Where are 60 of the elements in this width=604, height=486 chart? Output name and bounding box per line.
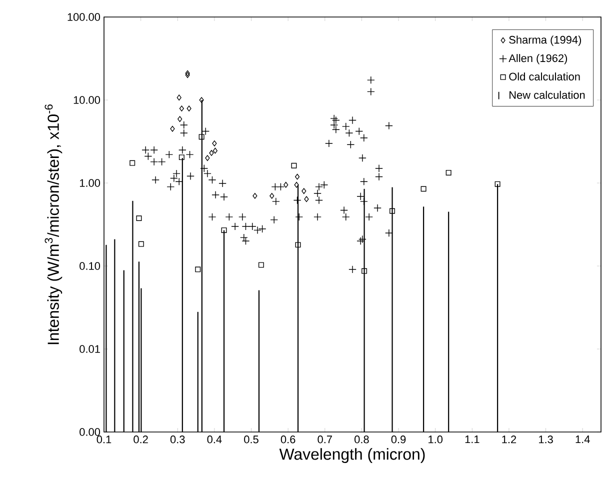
x-tick-label: 1.3 [538,436,553,444]
y-tick-label: 0.00 [80,428,100,436]
y-tick-label: 10.00 [74,96,100,104]
point [362,268,368,274]
point [284,182,288,188]
y-tick-label: 0.10 [80,262,100,270]
point [199,97,204,103]
x-tick-label: 0.8 [354,436,369,444]
y-tick-label: 1.00 [80,179,100,187]
point [176,94,182,101]
x-tick-label: 1.0 [428,436,443,444]
point [136,216,142,222]
legend-label: Sharma (1994) [509,36,582,46]
point [420,186,426,192]
x-tick-label: 1.1 [465,436,480,444]
point [209,150,214,156]
point [291,162,297,168]
x-tick-label: 0.9 [391,436,406,444]
legend-label: New calculation [510,90,585,99]
y-tick-label: 0.01 [80,345,100,353]
point [186,106,192,112]
x-tick-label: 0.7 [318,436,332,444]
x-axis-title: Wavelength (micron) [279,448,425,463]
x-tick-label: 0.6 [280,436,296,444]
legend-label: Old calculation [509,72,580,80]
point [178,154,184,160]
point [179,106,184,112]
point [212,140,217,146]
point [295,242,301,248]
y-tick-label: 100.00 [68,13,100,21]
point [494,181,500,187]
x-tick-label: 0.4 [207,436,222,444]
point [170,126,175,132]
point [138,241,144,247]
point [446,170,452,176]
x-tick-label: 0.3 [170,436,185,444]
point [294,182,299,188]
x-tick-label: 0.5 [244,436,258,444]
point [258,262,264,268]
point [185,70,190,76]
x-tick-label: 0.1 [96,436,112,444]
point [221,227,227,233]
point [294,174,300,180]
point [178,116,182,122]
point [195,266,201,272]
point [212,148,218,154]
point [302,188,306,194]
point [270,192,274,199]
x-tick-label: 1.4 [576,436,590,444]
point [252,192,258,199]
point [304,196,309,202]
legend-label: Allen (1962) [508,54,568,64]
point [185,72,190,78]
point [130,160,136,166]
point [198,134,204,140]
x-tick-label: 1.2 [502,436,516,444]
y-axis-title: Intensity (W/m$^{3}$/micron/ster), x10$^{-6}$ [44,104,62,344]
point [205,155,210,161]
x-tick-label: 0.2 [134,436,148,444]
point [390,208,396,214]
